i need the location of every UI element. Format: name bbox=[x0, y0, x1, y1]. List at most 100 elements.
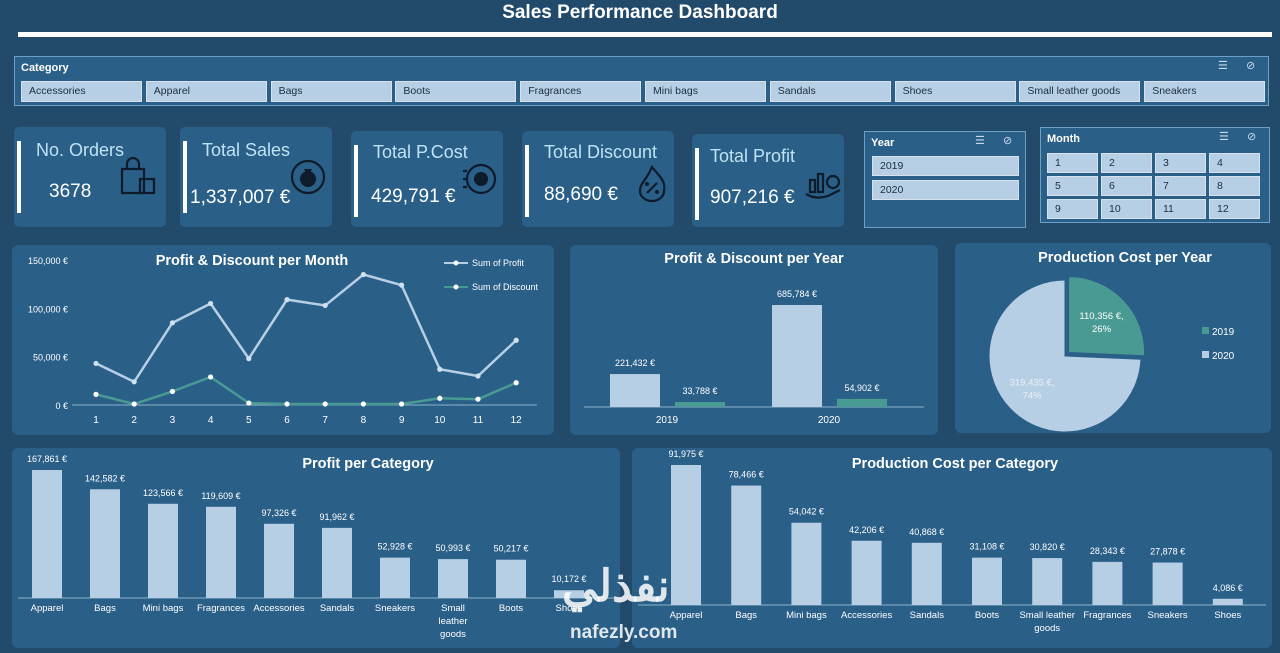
kpi-accent-bar bbox=[354, 145, 358, 217]
chart-title: Production Cost per Category bbox=[852, 456, 1058, 472]
category-option-sandals[interactable]: Sandals bbox=[769, 81, 891, 102]
x-tick-label: Sneakers bbox=[375, 603, 415, 614]
x-tick-label: 8 bbox=[361, 415, 367, 426]
x-tick-label: 6 bbox=[284, 415, 290, 426]
category-option-boots[interactable]: Boots bbox=[395, 81, 517, 102]
clear-filter-icon[interactable]: ⊘ bbox=[1246, 60, 1256, 72]
monthly-chart-panel: Profit & Discount per Month 150,000 €100,… bbox=[12, 245, 554, 435]
bar bbox=[380, 557, 410, 598]
bar bbox=[610, 374, 660, 407]
bar bbox=[496, 559, 526, 598]
kpi-accent-bar bbox=[525, 145, 529, 217]
data-point bbox=[475, 373, 481, 379]
kpi-value: 429,791 € bbox=[371, 186, 456, 207]
x-tick-label: Sandals bbox=[320, 603, 355, 614]
x-tick-label: Shoes bbox=[556, 603, 583, 614]
year-option-2019[interactable]: 2019 bbox=[872, 156, 1019, 176]
x-tick-label: 10 bbox=[434, 415, 446, 426]
bar bbox=[148, 503, 178, 598]
chart-title: Production Cost per Year bbox=[1038, 250, 1212, 266]
data-label: 91,962 € bbox=[319, 512, 354, 522]
category-option-apparel[interactable]: Apparel bbox=[145, 81, 267, 102]
category-option-small-leather-goods[interactable]: Small leather goods bbox=[1019, 81, 1141, 102]
bar bbox=[731, 485, 762, 605]
category-option-fragrances[interactable]: Fragrances bbox=[520, 81, 642, 102]
month-option-9[interactable]: 9 bbox=[1047, 199, 1098, 219]
data-point bbox=[246, 356, 252, 362]
month-option-10[interactable]: 10 bbox=[1101, 199, 1152, 219]
month-option-4[interactable]: 4 bbox=[1209, 153, 1260, 173]
x-tick-label: 7 bbox=[322, 415, 328, 426]
category-option-bags[interactable]: Bags bbox=[270, 81, 392, 102]
pcost-year-panel: Production Cost per Year 110,356 €, 26% 201… bbox=[955, 243, 1271, 433]
multi-select-icon[interactable]: ☰ bbox=[1219, 131, 1229, 143]
x-tick-label: Boots bbox=[499, 603, 524, 614]
data-point bbox=[169, 388, 175, 395]
x-tick-label: 1 bbox=[93, 415, 99, 426]
month-option-11[interactable]: 11 bbox=[1155, 199, 1206, 219]
data-point bbox=[208, 300, 214, 307]
month-option-7[interactable]: 7 bbox=[1155, 176, 1206, 196]
x-tick-label: 5 bbox=[246, 415, 252, 426]
slice-label: 26% bbox=[1092, 324, 1112, 335]
month-option-5[interactable]: 5 bbox=[1047, 176, 1098, 196]
bar bbox=[972, 557, 1002, 605]
category-option-shoes[interactable]: Shoes bbox=[894, 81, 1016, 102]
data-label: 10,172 € bbox=[551, 574, 586, 584]
kpi-value: 1,337,007 € bbox=[190, 187, 291, 208]
data-point bbox=[322, 401, 328, 407]
data-label: 221,432 € bbox=[615, 358, 655, 368]
clear-filter-icon[interactable]: ⊘ bbox=[1247, 131, 1257, 143]
x-tick-label: 4 bbox=[208, 415, 214, 426]
month-option-1[interactable]: 1 bbox=[1047, 153, 1098, 173]
pie-slice-2020 bbox=[988, 279, 1142, 433]
month-option-12[interactable]: 12 bbox=[1209, 199, 1260, 219]
x-tick-label: 2020 bbox=[818, 415, 841, 426]
data-point bbox=[513, 337, 519, 343]
category-option-mini-bags[interactable]: Mini bags bbox=[645, 81, 766, 102]
legend-label: 2020 bbox=[1212, 351, 1235, 362]
kpi-accent-bar bbox=[17, 141, 21, 213]
x-tick-label: Fragrances bbox=[197, 603, 245, 614]
legend-swatch bbox=[1202, 327, 1209, 334]
data-label: 142,582 € bbox=[85, 473, 125, 483]
kpi-value: 88,690 € bbox=[544, 184, 618, 205]
bar bbox=[851, 540, 882, 605]
month-option-8[interactable]: 8 bbox=[1209, 176, 1260, 196]
data-point bbox=[131, 379, 137, 385]
x-tick-label: 11 bbox=[473, 415, 484, 426]
bar bbox=[322, 527, 352, 598]
clear-filter-icon[interactable]: ⊘ bbox=[1003, 135, 1013, 147]
chart-title: Profit & Discount per Month bbox=[156, 253, 349, 269]
month-option-2[interactable]: 2 bbox=[1101, 153, 1152, 173]
x-tick-label: Accessories bbox=[253, 603, 304, 614]
data-point bbox=[399, 401, 405, 407]
legend-label: Sum of Profit bbox=[472, 258, 525, 268]
kpi-accent-bar bbox=[695, 148, 699, 220]
multi-select-icon[interactable]: ☰ bbox=[1218, 60, 1228, 72]
data-point bbox=[437, 395, 443, 401]
data-label: 31,108 € bbox=[969, 542, 1004, 552]
month-option-3[interactable]: 3 bbox=[1155, 153, 1206, 173]
category-option-sneakers[interactable]: Sneakers bbox=[1144, 81, 1266, 102]
category-option-accessories[interactable]: Accessories bbox=[21, 81, 142, 102]
year-option-2020[interactable]: 2020 bbox=[872, 180, 1019, 200]
data-point bbox=[437, 366, 443, 372]
x-tick-label: 12 bbox=[511, 415, 523, 426]
x-tick-label: Small bbox=[441, 603, 465, 614]
slice-label: 319,435 €, bbox=[1010, 378, 1055, 389]
profit-category-panel: Profit per Category 167,861 € Apparel 142,5… bbox=[12, 448, 620, 648]
slice-label: 74% bbox=[1023, 391, 1043, 402]
data-point bbox=[399, 282, 405, 288]
bar bbox=[911, 542, 942, 605]
bar bbox=[206, 506, 236, 598]
multi-select-icon[interactable]: ☰ bbox=[975, 135, 985, 147]
x-tick-label: Bags bbox=[94, 603, 116, 614]
watermark-latin: nafezly.com bbox=[570, 622, 678, 643]
kpi-label: Total Discount bbox=[544, 142, 658, 162]
y-tick-label: 100,000 € bbox=[28, 304, 68, 314]
x-tick-label: Mini bags bbox=[786, 610, 827, 621]
watermark-arabic: نفذلي bbox=[562, 562, 670, 611]
month-option-6[interactable]: 6 bbox=[1101, 176, 1152, 196]
